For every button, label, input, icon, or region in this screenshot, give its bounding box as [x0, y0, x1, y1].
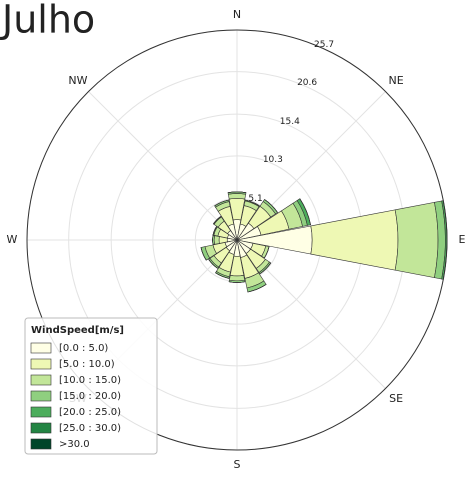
direction-label: E [459, 233, 466, 246]
legend-label: [25.0 : 30.0) [59, 423, 121, 434]
legend-swatch [31, 391, 51, 401]
r-tick-label: 10.3 [263, 155, 283, 165]
spoke [89, 92, 237, 240]
direction-label: SE [389, 392, 403, 405]
legend: WindSpeed[m/s] [0.0 : 5.0) [5.0 : 10.0) [10… [25, 318, 157, 454]
bar-segment [395, 202, 438, 277]
legend-title: WindSpeed[m/s] [31, 325, 124, 336]
r-tick-label: 25.7 [314, 40, 334, 50]
legend-swatch [31, 423, 51, 433]
legend-swatch [31, 407, 51, 417]
legend-swatch [31, 359, 51, 369]
direction-label: W [7, 233, 18, 246]
legend-label: [0.0 : 5.0) [59, 343, 108, 354]
bar-segment [214, 236, 219, 245]
r-tick-label: 20.6 [297, 78, 317, 88]
direction-label: NW [68, 74, 87, 87]
bar-segment [228, 193, 245, 199]
legend-label: [20.0 : 25.0) [59, 407, 121, 418]
bar-segment [311, 210, 398, 270]
direction-label: S [234, 458, 241, 471]
r-tick-label: 15.4 [280, 117, 300, 127]
legend-label: [10.0 : 15.0) [59, 375, 121, 386]
legend-swatch [31, 343, 51, 353]
legend-label: [5.0 : 10.0) [59, 359, 115, 370]
bar-segment [229, 275, 244, 281]
legend-swatch [31, 439, 51, 449]
direction-label: NE [389, 74, 404, 87]
legend-swatch [31, 375, 51, 385]
chart-title: Julho [0, 0, 95, 42]
legend-label: >30.0 [59, 439, 90, 450]
legend-label: [15.0 : 20.0) [59, 391, 121, 402]
r-tick-label: 5.1 [248, 194, 262, 204]
direction-label: N [233, 8, 241, 21]
